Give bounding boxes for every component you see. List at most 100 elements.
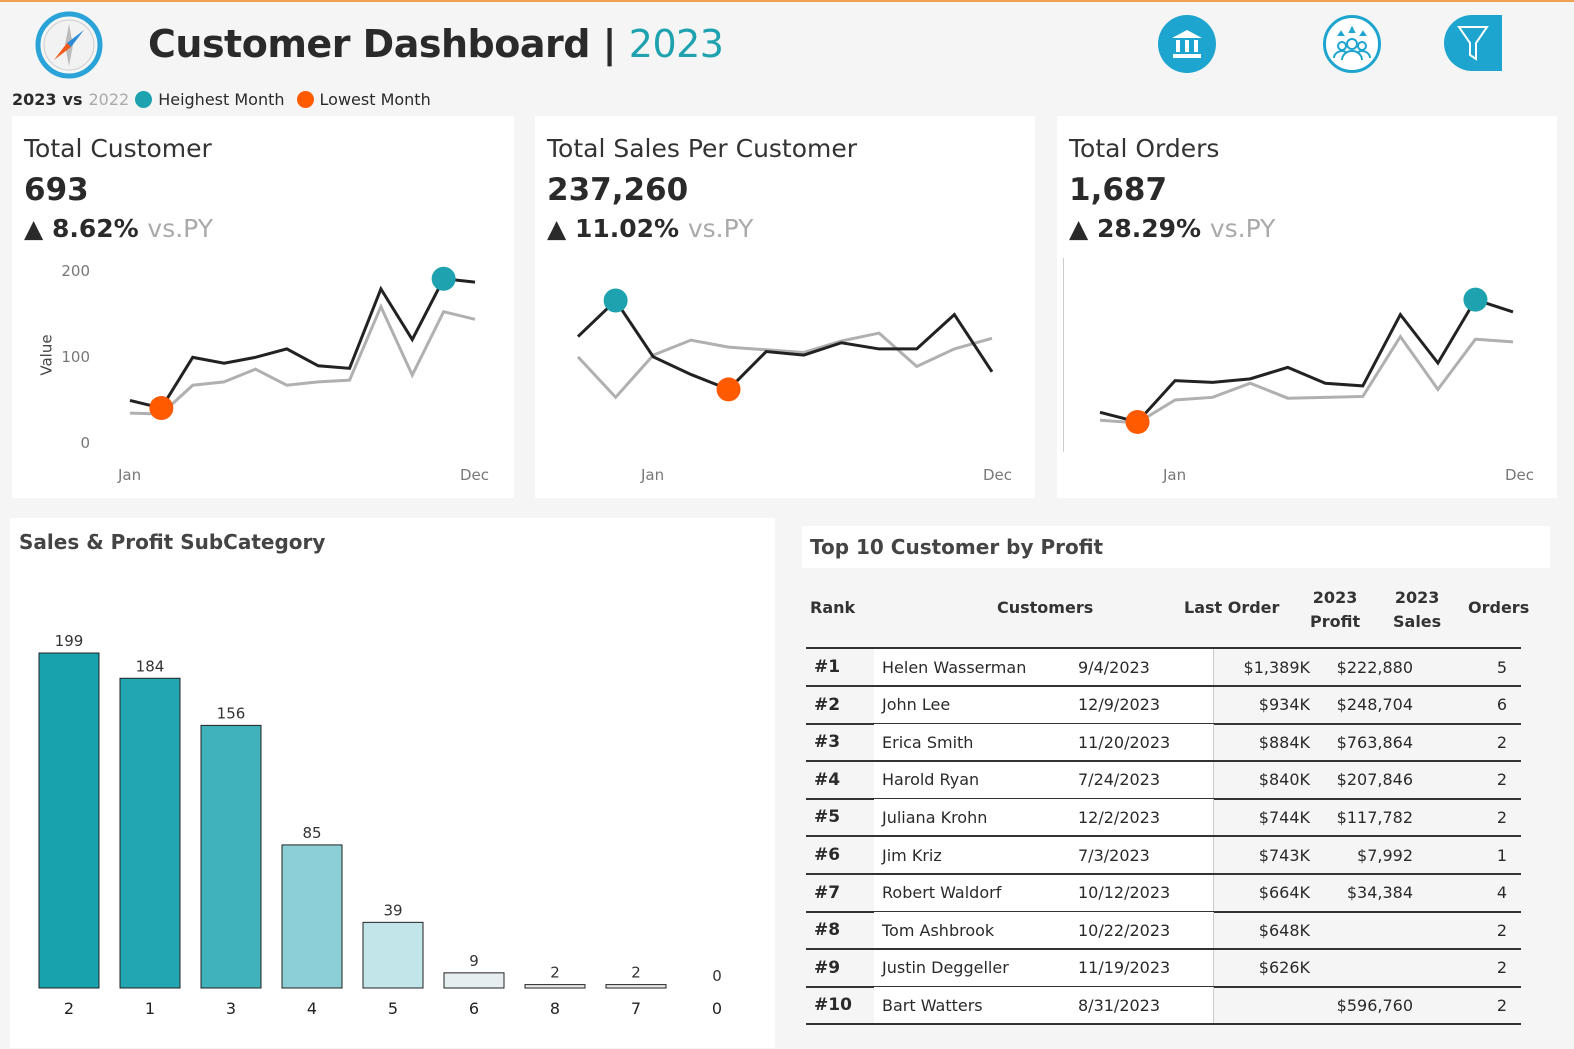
bar-category-label: 3 <box>226 999 236 1018</box>
filter-icon[interactable] <box>1444 15 1502 71</box>
lowest-month-marker[interactable] <box>149 396 174 421</box>
rank-cell: #2 <box>814 694 841 715</box>
rank-cell: #9 <box>814 957 841 978</box>
sparkline-chart <box>576 288 994 402</box>
bar-category-label: 7 <box>631 999 641 1018</box>
last-order-cell: 10/12/2023 <box>1078 874 1214 911</box>
customer-cell: Helen Wasserman <box>874 649 1078 685</box>
kpi-change: ▲ 8.62% vs.PY <box>24 214 213 243</box>
rank-cell: #7 <box>814 882 841 903</box>
bar-value-label: 2 <box>631 964 641 982</box>
x-label-end: Dec <box>460 466 490 484</box>
profit-cell: $626K <box>1258 958 1310 978</box>
last-order-cell: 11/19/2023 <box>1078 949 1214 986</box>
bar-value-label: 2 <box>550 964 560 982</box>
x-label-start: Jan <box>641 466 665 484</box>
chart-title: Sales & Profit SubCategory <box>19 530 326 554</box>
highest-dot-icon <box>135 91 153 108</box>
orders-cell: 2 <box>1496 770 1507 790</box>
x-label-start: Jan <box>1163 466 1187 484</box>
bar-chart-svg: 199 2 184 1 156 3 85 4 39 5 9 6 2 8 2 7 0 0 <box>38 632 722 1018</box>
header-profit[interactable]: 2023 Profit <box>1310 586 1360 634</box>
kpi-card: Total Sales Per Customer 237,260 ▲ 11.02… <box>535 116 1035 498</box>
header-last-order[interactable]: Last Order <box>1184 598 1280 617</box>
bar-category-label: 4 <box>307 999 317 1018</box>
table-title-bar: Top 10 Customer by Profit <box>802 526 1550 568</box>
bar-value-label: 184 <box>136 657 165 675</box>
table-row[interactable]: #10 Bart Watters 8/31/2023 $596,760 2 <box>806 987 1521 1026</box>
line-current-year <box>129 277 476 410</box>
bar-value-label: 0 <box>712 967 722 985</box>
bar[interactable] <box>281 844 343 989</box>
kpi-value: 1,687 <box>1069 172 1168 208</box>
y-tick: 0 <box>80 434 90 452</box>
table-row[interactable]: #7 Robert Waldorf 10/12/2023 $664K $34,384 4 <box>806 874 1521 913</box>
x-label-end: Dec <box>983 466 1013 484</box>
bar-category-label: 5 <box>388 999 398 1018</box>
table-row[interactable]: #1 Helen Wasserman 9/4/2023 $1,389K $222,880… <box>806 649 1521 687</box>
table-row[interactable]: #8 Tom Ashbrook 10/22/2023 $648K 2 <box>806 912 1521 951</box>
bar[interactable] <box>524 984 586 989</box>
kpi-change-value: 28.29% <box>1096 214 1202 243</box>
line-current-year <box>576 298 994 392</box>
kpi-change: ▲ 11.02% vs.PY <box>547 214 753 243</box>
table-row[interactable]: #9 Justin Deggeller 11/19/2023 $626K 2 <box>806 949 1521 988</box>
line-previous-year <box>129 302 476 416</box>
y-tick: 200 <box>61 262 90 280</box>
header-customers[interactable]: Customers <box>997 598 1094 617</box>
line-previous-year <box>1099 333 1514 425</box>
highest-month-marker[interactable] <box>1463 287 1488 312</box>
table-row[interactable]: #5 Juliana Krohn 12/2/2023 $744K $117,782 2 <box>806 799 1521 838</box>
header-rank[interactable]: Rank <box>810 598 856 617</box>
profit-cell: $648K <box>1258 920 1310 940</box>
highest-month-marker[interactable] <box>431 266 456 291</box>
bar[interactable] <box>605 984 667 989</box>
title-year: 2023 <box>628 22 724 66</box>
legend-highest: Heighest Month <box>158 90 285 109</box>
last-order-cell: 12/9/2023 <box>1078 686 1214 723</box>
bar[interactable] <box>200 724 262 989</box>
bar-value-label: 39 <box>383 901 402 919</box>
kpi-vs-py: vs.PY <box>147 214 213 243</box>
last-order-cell: 9/4/2023 <box>1078 649 1214 685</box>
customer-cell: Bart Watters <box>874 987 1078 1024</box>
last-order-cell: 8/31/2023 <box>1078 987 1214 1024</box>
customers-rating-icon[interactable] <box>1323 15 1381 73</box>
orders-cell: 2 <box>1496 732 1507 752</box>
header-profit-year: 2023 <box>1312 588 1358 607</box>
table-top-rule <box>806 647 1521 649</box>
lowest-month-marker[interactable] <box>1125 409 1150 434</box>
kpi-card: Total Customer 693 ▲ 8.62% vs.PY Jan Dec… <box>12 116 514 498</box>
table-title: Top 10 Customer by Profit <box>810 535 1104 559</box>
table-row[interactable]: #3 Erica Smith 11/20/2023 $884K $763,864 2 <box>806 724 1521 763</box>
kpi-title: Total Orders <box>1069 134 1220 163</box>
highest-month-marker[interactable] <box>603 288 628 313</box>
header-sales-year: 2023 <box>1394 588 1440 607</box>
subcategory-bar-chart: Sales & Profit SubCategory 199 2 184 1 156 3 8… <box>10 518 775 1048</box>
bank-icon[interactable] <box>1158 15 1216 73</box>
bar-value-label: 156 <box>217 704 246 722</box>
lowest-month-marker[interactable] <box>716 377 741 402</box>
last-order-cell: 10/22/2023 <box>1078 912 1214 949</box>
header-orders[interactable]: Orders <box>1468 598 1530 617</box>
header-sales[interactable]: 2023 Sales <box>1393 586 1441 634</box>
table-row[interactable]: #4 Harold Ryan 7/24/2023 $840K $207,846 2 <box>806 761 1521 800</box>
lowest-dot-icon <box>296 91 314 108</box>
table-row[interactable]: #2 John Lee 12/9/2023 $934K $248,704 6 <box>806 686 1521 725</box>
last-order-cell: 12/2/2023 <box>1078 799 1214 836</box>
kpi-card: Total Orders 1,687 ▲ 28.29% vs.PY Jan De… <box>1057 116 1557 498</box>
profit-cell: $664K <box>1258 883 1310 903</box>
profit-cell: $1,389K <box>1243 657 1310 677</box>
orders-cell: 2 <box>1496 920 1507 940</box>
bar[interactable] <box>119 677 181 989</box>
up-triangle-icon: ▲ <box>24 214 44 243</box>
bar[interactable] <box>38 652 100 989</box>
orders-cell: 6 <box>1496 695 1507 715</box>
orders-cell: 2 <box>1496 995 1507 1015</box>
bar[interactable] <box>362 921 424 989</box>
x-label-end: Dec <box>1505 466 1535 484</box>
kpi-value: 693 <box>24 172 89 208</box>
table-row[interactable]: #6 Jim Kriz 7/3/2023 $743K $7,992 1 <box>806 837 1521 875</box>
axis-line <box>1063 258 1064 452</box>
bar[interactable] <box>443 972 505 989</box>
